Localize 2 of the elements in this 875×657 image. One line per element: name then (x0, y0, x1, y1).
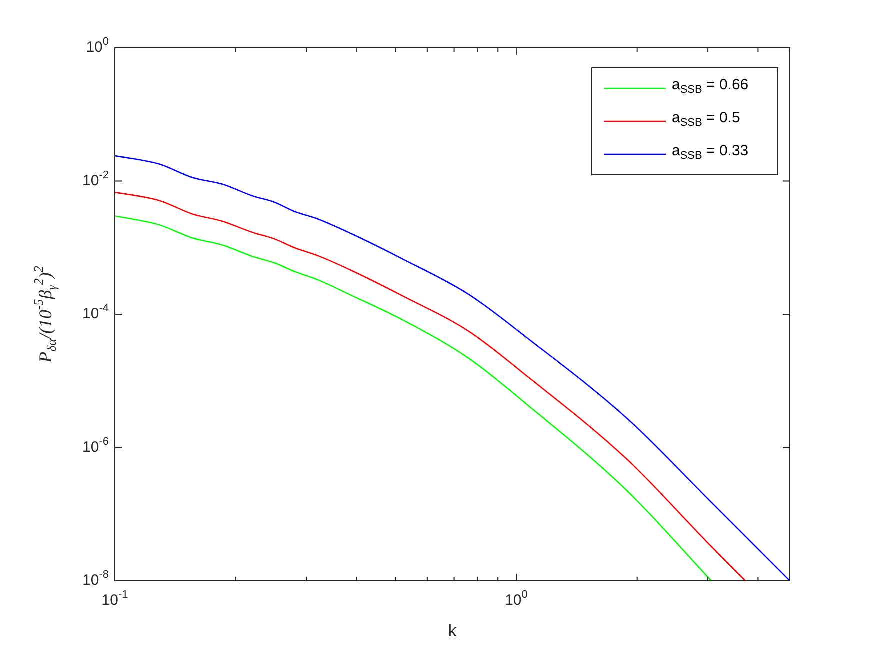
x-axis-title: k (448, 622, 458, 641)
text: Pδα/(10-5βγ2)2 (31, 266, 59, 363)
